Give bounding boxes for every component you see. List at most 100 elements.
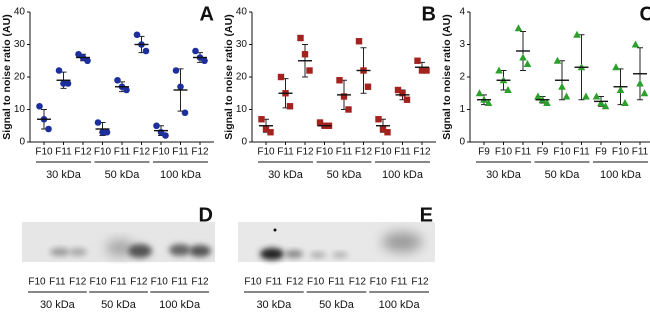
x-tick-label: F11 [55, 147, 72, 158]
data-point [355, 38, 363, 45]
x-tick-label: F11 [114, 147, 131, 158]
blot-image-e [238, 222, 435, 262]
lane-label: F10 [244, 277, 262, 288]
panel-label: D [199, 204, 213, 226]
panel-label: B [422, 3, 436, 25]
lane-label: F11 [391, 277, 408, 288]
panel-label: E [420, 204, 433, 226]
data-point [133, 31, 141, 39]
data-point [621, 99, 629, 106]
data-point [306, 67, 313, 74]
lane-label: F12 [130, 277, 148, 288]
y-tick-label: 10 [14, 104, 26, 115]
y-tick-label: 30 [14, 39, 26, 50]
panel-label: C [640, 3, 650, 25]
data-point [495, 66, 503, 74]
data-point [84, 57, 91, 65]
data-point [597, 99, 605, 106]
data-point [573, 30, 581, 38]
group-label: 30 kDa [268, 169, 304, 181]
data-point [394, 86, 402, 94]
group-label: 30 kDa [256, 299, 292, 311]
x-tick-label: F9 [537, 147, 549, 158]
x-tick-label: F12 [413, 147, 431, 158]
data-point [340, 93, 348, 100]
data-point [258, 116, 265, 123]
x-tick-label: F10 [374, 147, 392, 158]
data-point [523, 60, 532, 67]
group-label: 30 kDa [46, 169, 82, 181]
y-tick-label: 3 [459, 39, 465, 50]
lane-label: F10 [28, 277, 46, 288]
data-point [103, 128, 111, 136]
data-point [301, 51, 309, 58]
x-tick-label: F11 [172, 147, 189, 158]
lane-label: F11 [49, 277, 66, 288]
y-tick-label: 2 [459, 72, 465, 83]
data-point [423, 67, 430, 74]
data-point [336, 77, 343, 84]
data-point [475, 89, 484, 97]
group-label: 50 kDa [545, 169, 581, 181]
group-label: 30 kDa [40, 299, 76, 311]
data-point [267, 129, 274, 136]
y-tick-label: 0 [459, 137, 465, 148]
data-point [403, 96, 411, 103]
lane-label: F10 [370, 277, 388, 288]
data-point [286, 103, 294, 110]
x-tick-label: F10 [495, 147, 513, 158]
panel-label: A [200, 3, 214, 25]
data-point [36, 102, 43, 110]
data-point [399, 90, 406, 97]
x-tick-label: F11 [394, 147, 411, 158]
y-axis-label: Signal to noise ratio (AU) [223, 14, 235, 139]
data-point [636, 79, 644, 87]
group-label: 50 kDa [105, 169, 141, 181]
data-point [504, 86, 512, 93]
y-axis-label: Signal to noise ratio (AU) [441, 14, 453, 139]
data-point [631, 40, 640, 48]
data-point [534, 92, 542, 100]
group-label: 100 kDa [379, 299, 421, 311]
y-tick-label: 20 [236, 72, 248, 83]
y-tick-label: 10 [236, 104, 248, 115]
x-tick-label: F10 [316, 147, 334, 158]
x-tick-label: F12 [74, 147, 92, 158]
x-tick-label: F10 [553, 147, 571, 158]
data-point [181, 109, 189, 117]
lane-label: F12 [69, 277, 87, 288]
lane-label: F11 [110, 277, 127, 288]
y-tick-label: 1 [459, 104, 465, 115]
data-point [384, 129, 391, 136]
group-label: 50 kDa [319, 299, 355, 311]
data-point [114, 76, 121, 84]
lane-label: F10 [90, 277, 108, 288]
x-tick-label: F10 [94, 147, 112, 158]
data-point [514, 24, 523, 32]
data-point [94, 119, 102, 126]
data-point [45, 125, 52, 133]
y-tick-label: 0 [19, 137, 25, 148]
data-point [262, 125, 270, 133]
x-tick-label: F11 [515, 147, 532, 158]
group-label: 30 kDa [486, 169, 522, 181]
x-tick-label: F12 [133, 147, 151, 158]
data-point [55, 67, 63, 74]
x-tick-label: F10 [35, 147, 53, 158]
data-point [612, 63, 620, 71]
x-tick-label: F9 [595, 147, 607, 158]
lane-label: F12 [349, 277, 367, 288]
x-tick-label: F12 [191, 147, 209, 158]
data-point [616, 86, 625, 93]
data-point [592, 92, 601, 100]
group-label: 100 kDa [160, 169, 202, 181]
data-point [201, 57, 208, 65]
data-point [364, 83, 372, 90]
data-point [172, 67, 180, 74]
x-tick-label: F11 [573, 147, 590, 158]
data-point [601, 102, 610, 110]
data-point [316, 119, 324, 126]
x-tick-label: F11 [277, 147, 294, 158]
x-tick-label: F10 [257, 147, 275, 158]
data-point [484, 99, 493, 106]
